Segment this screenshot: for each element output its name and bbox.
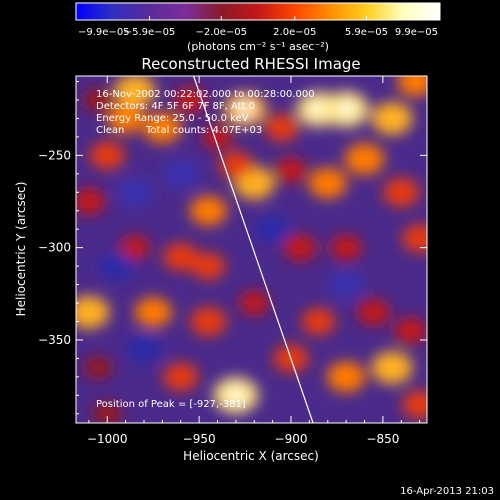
annotation-time-range: 16-Nov-2002 00:22:02.000 to 00:28:00.000 [96, 89, 315, 100]
emission-blob [301, 307, 336, 335]
emission-blob-core [336, 101, 357, 118]
y-tick-label: −350 [38, 333, 71, 347]
colorbar-tick-label: 9.9e−05 [395, 27, 438, 38]
emission-blob [330, 235, 362, 261]
emission-blob [163, 362, 199, 391]
emission-blob [89, 141, 125, 170]
emission-blob [84, 356, 112, 379]
emission-blob [134, 297, 172, 328]
colorbar-unit-label: (photons cm⁻² s⁻¹ asec⁻²) [187, 40, 329, 53]
emission-blob-core [225, 387, 246, 404]
emission-blob [83, 88, 113, 112]
date-stamp: 16-Apr-2013 21:03 [400, 486, 494, 497]
colorbar-ticks: −9.9e−05−5.9e−05 −2.0e−05 2.0e−05 5.9e−05 9.… [75, 16, 441, 38]
emission-blob [106, 103, 145, 134]
emission-blob [308, 167, 348, 199]
emission-blob [92, 402, 122, 423]
emission-blob [173, 86, 207, 113]
emission-blob [402, 390, 427, 419]
emission-blob [114, 76, 156, 108]
emission-blob [275, 157, 307, 183]
emission-blob-core [308, 101, 329, 118]
colorbar-tick-label: 2.0e−05 [273, 27, 316, 38]
x-tick-label: −950 [183, 432, 216, 446]
colorbar-tick-label: −2.0e−05 [195, 27, 247, 38]
emission-blob [326, 361, 366, 393]
colorbar-tick-label: 5.9e−05 [345, 27, 388, 38]
emission-blob [119, 235, 150, 260]
annotation-detectors: Detectors: 4F 5F 6F 7F 8F, Att 0 [96, 101, 255, 112]
emission-blob [397, 76, 427, 97]
y-tick-label: −250 [38, 148, 71, 162]
emission-blob [202, 124, 233, 149]
emission-blob [402, 224, 427, 253]
y-tick-label: −300 [38, 241, 71, 255]
x-axis: −1000 −950 −900 −850 [87, 76, 421, 446]
solar-limb-line [193, 76, 314, 423]
x-tick-label: −850 [366, 432, 399, 446]
emission-blob [189, 195, 228, 226]
emission-blob [357, 299, 390, 326]
plot-frame [75, 75, 428, 424]
emission-blob [126, 335, 162, 364]
annotation-energy-range: Energy Range: 25.0 - 50.0 keV [96, 113, 249, 124]
emission-blob [142, 112, 182, 144]
emission-blob [76, 188, 106, 215]
emission-blob [98, 252, 134, 281]
emission-blob [255, 215, 291, 244]
annotation-total-counts: Total counts: 4.07E+03 [145, 125, 262, 136]
emission-blob [328, 270, 364, 299]
emission-blob [394, 317, 427, 344]
emission-blob [283, 234, 317, 261]
colorbar-tick-label: −5.9e−05 [124, 27, 176, 38]
x-tick-label: −900 [275, 432, 308, 446]
x-tick-label: −1000 [87, 432, 128, 446]
image-area [76, 76, 427, 423]
emission-blob [163, 159, 199, 188]
emission-blob [163, 242, 199, 271]
emission-blob [383, 177, 420, 207]
emission-blob [371, 351, 413, 385]
annotation-clean-method: Clean [96, 125, 124, 136]
colorbar [75, 2, 441, 21]
emission-blob [219, 151, 253, 179]
emission-blob-core [235, 101, 255, 117]
emission-blob [344, 143, 385, 176]
emission-blob [117, 178, 153, 207]
emission-blob [239, 291, 270, 316]
emission-blob [190, 306, 227, 336]
emission-blobs [76, 76, 427, 423]
chart-title: Reconstructed RHESSI Image [141, 55, 360, 73]
emission-blob [264, 114, 299, 142]
annotation-peak-position: Position of Peak = [-927,-381] [96, 399, 246, 410]
emission-blob [191, 252, 226, 280]
x-axis-label: Heliocentric X (arcsec) [183, 449, 319, 463]
emission-blob [76, 295, 110, 329]
colorbar-tick-label: −9.9e−05 [78, 27, 130, 38]
y-axis: −250 −300 −350 [38, 81, 427, 415]
emission-blob [371, 101, 413, 135]
y-axis-label: Heliocentric Y (arcsec) [14, 182, 28, 317]
